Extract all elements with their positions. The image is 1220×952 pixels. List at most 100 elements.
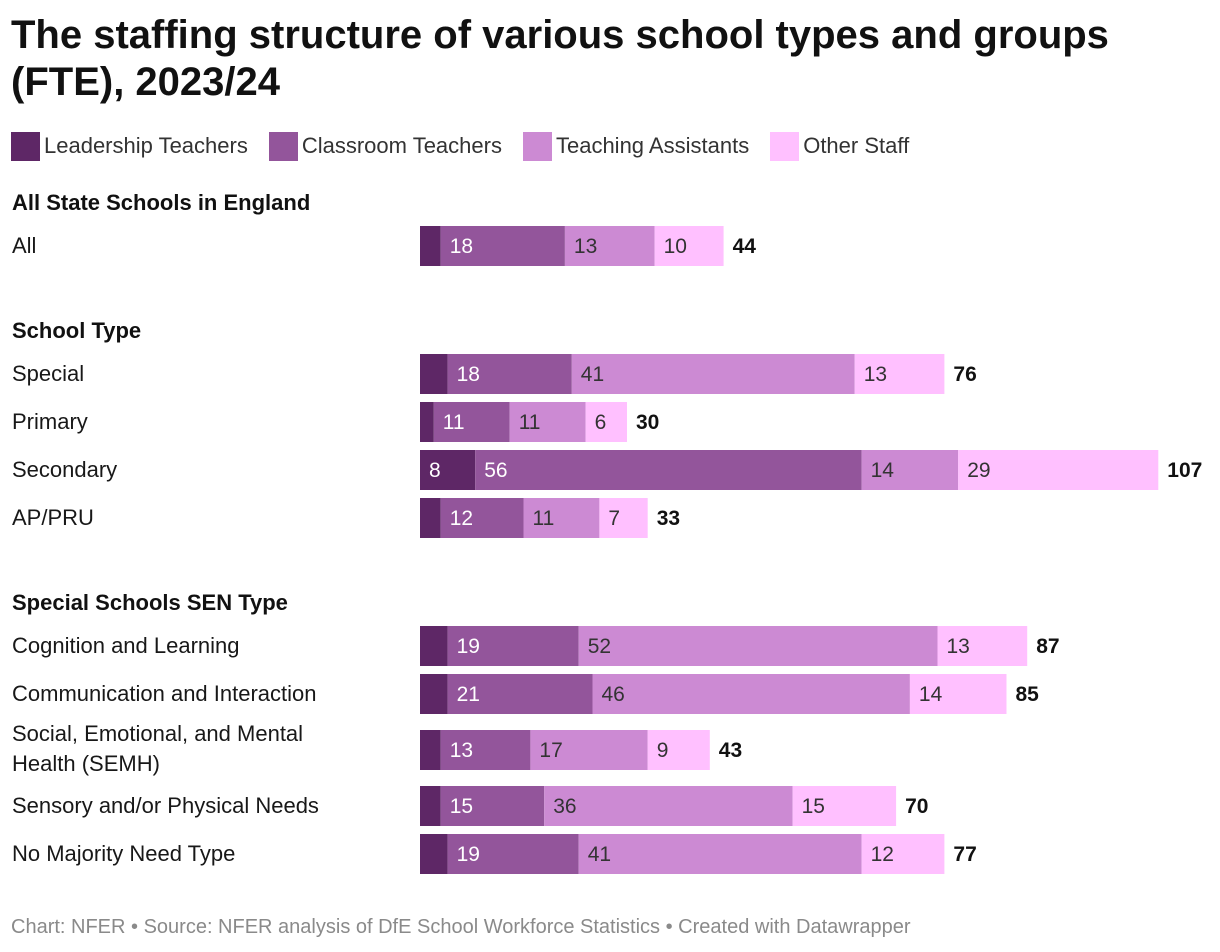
segment-label-special-classroom-teachers: 18 — [457, 363, 480, 386]
legend-label-classroom: Classroom Teachers — [301, 133, 502, 158]
total-label-all: 44 — [733, 235, 757, 258]
total-label-no-majority-need-type: 77 — [953, 843, 976, 866]
row-label-primary: Primary — [12, 409, 88, 434]
bar-segment-secondary-classroom-teachers — [475, 450, 862, 490]
bar-segment-ap-pru-classroom-teachers — [440, 498, 524, 538]
row-label-no-majority-need-type: No Majority Need Type — [12, 841, 235, 866]
total-label-secondary: 107 — [1167, 459, 1202, 482]
bar-segment-social-emotional-and-mental-health-semh-classroom-teachers — [440, 730, 531, 770]
legend-label-other: Other Staff — [803, 133, 910, 158]
legend-item-other: Other Staff — [770, 131, 910, 161]
legend-item-leadership: Leadership Teachers — [11, 131, 248, 161]
legend-swatch-other — [770, 131, 800, 161]
bar-segment-secondary-other-staff — [958, 450, 1159, 490]
bar-segment-secondary-leadership-teachers — [420, 450, 476, 490]
segment-label-cognition-and-learning-other-staff: 13 — [947, 635, 970, 658]
group-heading-special-schools-sen-type: Special Schools SEN Type — [12, 590, 288, 615]
legend-swatch-assistants — [522, 131, 552, 161]
bar-segment-communication-and-interaction-other-staff — [909, 674, 1007, 714]
segment-label-no-majority-need-type-teaching-assistants: 41 — [588, 843, 611, 866]
bar-segment-communication-and-interaction-teaching-assistants — [592, 674, 910, 714]
bar-segment-ap-pru-other-staff — [599, 498, 648, 538]
bar-segment-no-majority-need-type-classroom-teachers — [447, 834, 579, 874]
legend-label-leadership: Leadership Teachers — [44, 133, 248, 158]
bar-segment-primary-other-staff — [585, 402, 627, 442]
segment-label-special-other-staff: 13 — [864, 363, 887, 386]
segment-label-no-majority-need-type-classroom-teachers: 19 — [457, 843, 480, 866]
bar-segment-special-leadership-teachers — [420, 354, 448, 394]
segment-label-primary-classroom-teachers: 11 — [443, 411, 465, 434]
segment-label-communication-and-interaction-other-staff: 14 — [919, 683, 943, 706]
total-label-communication-and-interaction: 85 — [1016, 683, 1040, 706]
segment-label-primary-teaching-assistants: 11 — [519, 411, 541, 434]
segment-label-all-classroom-teachers: 18 — [450, 235, 473, 258]
row-label-secondary: Secondary — [12, 457, 117, 482]
group-heading-all-state-schools-in-england: All State Schools in England — [12, 190, 310, 215]
legend-swatch-classroom — [268, 131, 298, 161]
bar-segment-ap-pru-teaching-assistants — [523, 498, 600, 538]
segment-label-ap-pru-classroom-teachers: 12 — [450, 507, 473, 530]
bar-segment-sensory-and-or-physical-needs-leadership-teachers — [420, 786, 441, 826]
bar-segment-primary-classroom-teachers — [433, 402, 510, 442]
row-label-special: Special — [12, 361, 84, 386]
segment-label-primary-other-staff: 6 — [595, 411, 607, 434]
bar-segment-no-majority-need-type-other-staff — [861, 834, 945, 874]
segment-label-cognition-and-learning-classroom-teachers: 19 — [457, 635, 480, 658]
total-label-social-emotional-and-mental-health-semh: 43 — [719, 739, 742, 762]
bar-segment-no-majority-need-type-leadership-teachers — [420, 834, 448, 874]
bar-segment-all-classroom-teachers — [440, 226, 565, 266]
segment-label-social-emotional-and-mental-health-semh-classroom-teachers: 13 — [450, 739, 473, 762]
bar-segment-special-other-staff — [854, 354, 945, 394]
bar-segment-primary-teaching-assistants — [509, 402, 586, 442]
bar-segment-communication-and-interaction-leadership-teachers — [420, 674, 448, 714]
segment-label-secondary-leadership-teachers: 8 — [429, 459, 441, 482]
bar-segment-cognition-and-learning-leadership-teachers — [420, 626, 448, 666]
bar-segment-sensory-and-or-physical-needs-other-staff — [792, 786, 897, 826]
bar-segment-ap-pru-leadership-teachers — [420, 498, 441, 538]
segment-label-communication-and-interaction-teaching-assistants: 46 — [602, 683, 625, 706]
segment-label-ap-pru-other-staff: 7 — [608, 507, 620, 530]
bar-segment-cognition-and-learning-other-staff — [937, 626, 1028, 666]
chart-footer: Chart: NFER • Source: NFER analysis of D… — [11, 916, 911, 938]
bar-segment-special-classroom-teachers — [447, 354, 572, 394]
segment-label-no-majority-need-type-other-staff: 12 — [871, 843, 894, 866]
bar-segment-cognition-and-learning-teaching-assistants — [578, 626, 938, 666]
segment-label-sensory-and-or-physical-needs-teaching-assistants: 36 — [553, 795, 576, 818]
row-label-all: All — [12, 233, 36, 258]
bar-segment-communication-and-interaction-classroom-teachers — [447, 674, 593, 714]
bar-segment-primary-leadership-teachers — [420, 402, 434, 442]
bar-segment-secondary-teaching-assistants — [861, 450, 959, 490]
row-label-communication-and-interaction: Communication and Interaction — [12, 681, 317, 706]
bar-segment-sensory-and-or-physical-needs-classroom-teachers — [440, 786, 545, 826]
row-label-cognition-and-learning: Cognition and Learning — [12, 633, 240, 658]
legend-label-assistants: Teaching Assistants — [555, 133, 750, 158]
segment-label-ap-pru-teaching-assistants: 11 — [533, 507, 555, 530]
total-label-ap-pru: 33 — [657, 507, 680, 530]
segment-label-social-emotional-and-mental-health-semh-teaching-assistants: 17 — [539, 739, 562, 762]
segment-label-sensory-and-or-physical-needs-classroom-teachers: 15 — [450, 795, 473, 818]
segment-label-all-teaching-assistants: 13 — [574, 235, 597, 258]
chart-title: The staffing structure of various school… — [11, 13, 1109, 104]
segment-label-secondary-classroom-teachers: 56 — [484, 459, 507, 482]
total-label-sensory-and-or-physical-needs: 70 — [905, 795, 928, 818]
segment-label-secondary-other-staff: 29 — [967, 459, 990, 482]
bar-segment-no-majority-need-type-teaching-assistants — [578, 834, 862, 874]
total-label-primary: 30 — [636, 411, 659, 434]
bar-segment-cognition-and-learning-classroom-teachers — [447, 626, 579, 666]
row-label-social-emotional-and-mental-health-semh-line1: Social, Emotional, and Mental — [12, 721, 303, 746]
legend-item-assistants: Teaching Assistants — [522, 131, 750, 161]
segment-label-cognition-and-learning-teaching-assistants: 52 — [588, 635, 611, 658]
bar-segment-sensory-and-or-physical-needs-teaching-assistants — [544, 786, 793, 826]
row-label-ap-pru: AP/PRU — [12, 505, 94, 530]
legend-swatch-leadership — [11, 131, 40, 161]
segment-label-all-other-staff: 10 — [664, 235, 687, 258]
bar-segment-all-leadership-teachers — [420, 226, 441, 266]
chart-legend: Leadership Teachers Classroom Teachers T… — [11, 130, 930, 162]
bar-segment-all-other-staff — [654, 226, 724, 266]
total-label-special: 76 — [953, 363, 976, 386]
total-label-cognition-and-learning: 87 — [1036, 635, 1059, 658]
bar-segment-social-emotional-and-mental-health-semh-leadership-teachers — [420, 730, 441, 770]
bar-segment-social-emotional-and-mental-health-semh-teaching-assistants — [530, 730, 648, 770]
segment-label-social-emotional-and-mental-health-semh-other-staff: 9 — [657, 739, 669, 762]
